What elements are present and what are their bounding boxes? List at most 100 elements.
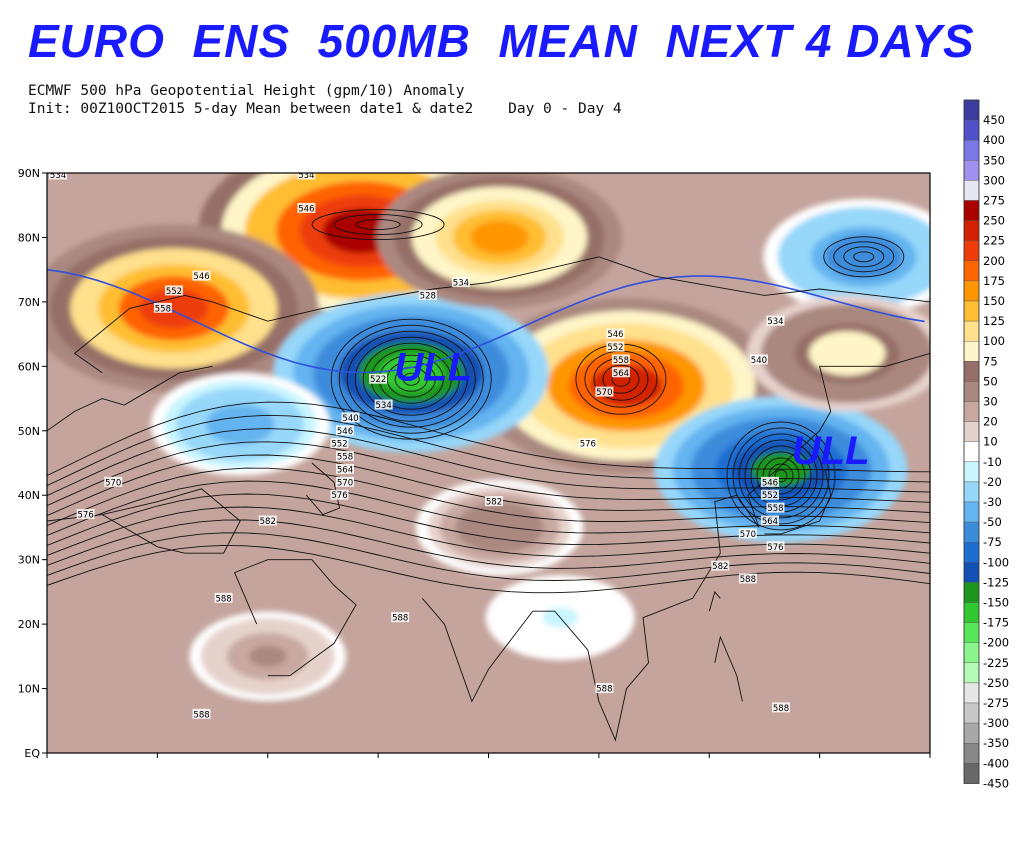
anomaly-shading-6 [839,242,888,271]
ull-annotation: ULL [792,429,870,473]
colorbar-swatch [963,280,980,302]
colorbar-label: -75 [983,535,1002,549]
contour-label: 588 [392,614,408,624]
contour-label: 558 [155,304,171,314]
contour-label-bg [336,451,355,462]
colorbar-label: 250 [983,214,1005,228]
chart-subtitle-2: Init: 00Z10OCT2015 5-day Mean between da… [28,101,622,117]
colorbar-frame [963,99,980,784]
contour-label-bg [391,612,410,623]
contour-label: 570 [337,478,353,488]
contour-label: 540 [342,414,358,424]
colorbar-label: 50 [983,374,998,388]
colorbar-label: -10 [983,455,1002,469]
colorbar-swatch [963,441,980,463]
height-contour-ring [346,330,476,428]
colorbar-label: 100 [983,334,1005,348]
contour-label: 564 [613,369,629,379]
coastline [47,365,213,432]
contour-label-bg [606,341,625,352]
contour-label: 552 [331,440,347,450]
contour-label: 534 [767,317,783,327]
colorbar-swatch [963,340,980,362]
contour-label-bg [595,386,614,397]
colorbar-swatch [963,260,980,282]
contour-label-bg [76,509,95,520]
colorbar-swatch [963,582,980,603]
coastline [708,590,721,612]
contour-label: 534 [298,171,314,181]
contour-label-bg [760,489,779,500]
contour-label: 564 [762,517,778,527]
colorbar-swatch [963,542,980,563]
colorbar-label: 450 [983,113,1005,127]
colorbar-swatch [963,300,980,322]
contour-label-bg [374,399,393,410]
contour-label-bg [771,702,790,713]
height-contour-line [47,401,930,477]
contour-label-bg [451,277,470,288]
colorbar-swatch [963,481,980,503]
colorbar-swatch [963,119,980,141]
height-contour-line [47,544,930,594]
anomaly-shading-9 [479,516,520,539]
height-contour-ring [726,421,836,531]
colorbar-swatch [963,160,980,181]
contour-label-bg [711,560,730,571]
colorbar-label: -175 [983,616,1009,630]
colorbar-label: -125 [983,575,1009,589]
contour-label-bg [369,373,388,384]
contour-label: 522 [370,375,386,385]
chart-title: EURO ENS 500MB MEAN NEXT 4 DAYS [28,15,975,67]
contour-label-bg [153,302,172,313]
height-contour-ring [355,219,401,231]
contour-540-line [47,268,925,374]
contour-label-bg [192,270,211,281]
contour-label: 546 [193,272,209,282]
contour-label: 564 [337,465,353,475]
height-contour-ring [843,246,885,268]
colorbar-swatch [963,99,980,121]
contour-label-bg [297,173,316,180]
contour-label-bg [485,496,504,507]
contour-label: 582 [712,562,728,572]
contour-label-bg [595,683,614,694]
contour-label-bg [611,367,630,378]
contour-label: 570 [105,478,121,488]
colorbar-swatch [963,743,980,764]
height-contour-line [47,428,930,497]
contour-label: 558 [337,453,353,463]
contour-label: 588 [773,704,789,714]
contour-label: 588 [215,594,231,604]
colorbar-swatch [963,501,980,523]
colorbar-label: 10 [983,435,998,449]
lat-label: 70N [18,296,40,309]
contour-label-bg [336,476,355,487]
contour-label: 540 [751,356,767,366]
colorbar-swatch [963,763,980,784]
contour-label-bg [297,202,316,213]
colorbar-swatch [963,140,980,161]
coastline [764,468,842,535]
contour-label-bg [49,173,68,180]
colorbar-swatch [963,642,980,664]
ull-annotation: ULL [394,345,472,389]
colorbar-label: -300 [983,716,1009,730]
height-contour-ring [823,236,905,278]
height-contour-ring [833,241,895,273]
height-contour-ring [738,433,824,519]
colorbar-swatch [963,722,980,744]
colorbar-label: -250 [983,676,1009,690]
contour-label-bg [341,412,360,423]
coastline [714,635,743,702]
contour-label-bg [192,708,211,719]
colorbar-label: -200 [983,636,1009,650]
contour-label-bg [330,438,349,449]
colorbar-label: -350 [983,736,1009,750]
height-contour-line [47,532,930,581]
colorbar-swatch [963,702,980,724]
colorbar-swatch [963,361,980,382]
height-contour-line [47,414,930,487]
colorbar-label: 20 [983,415,998,429]
coastline [47,488,241,554]
